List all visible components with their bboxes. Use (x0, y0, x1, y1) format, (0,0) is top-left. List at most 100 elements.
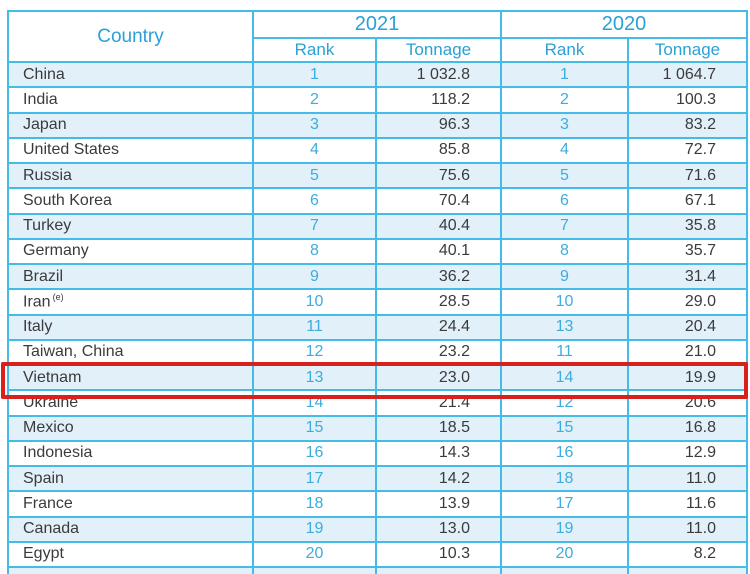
table-row: Egypt 20 10.3 20 8.2 (7, 540, 748, 569)
tonnage-2020-cell: 20.4 (627, 313, 748, 341)
header-sub-row: Rank Tonnage Rank Tonnage (8, 37, 748, 63)
country-cell: Iran (e) (7, 288, 254, 316)
table-row: Spain 17 14.2 18 11.0 (7, 464, 748, 493)
table-row: Iran (e) 10 28.5 10 29.0 (7, 288, 748, 316)
rank-2020-cell: 3 (500, 111, 629, 139)
rank-2021-cell: 11 (252, 313, 377, 341)
table-row: Russia 5 75.6 5 71.6 (7, 161, 748, 190)
country-cell: South Korea (7, 187, 254, 215)
rank-2021-cell: 8 (252, 237, 377, 266)
country-name: Egypt (23, 545, 64, 563)
tonnage-2021-cell: 23.0 (375, 363, 502, 392)
country-cell: Taiwan, China (7, 338, 254, 367)
country-cell: Germany (7, 237, 254, 266)
tonnage-2020-cell: 11.0 (627, 464, 748, 493)
tonnage-2021-cell: 40.4 (375, 212, 502, 240)
rank-2020-cell: 13 (500, 313, 629, 341)
tonnage-2020-cell: 100.3 (627, 86, 748, 114)
tonnage-2021-cell: 10.3 (375, 540, 502, 569)
tonnage-2020-cell: 35.7 (627, 237, 748, 266)
rank-2021-cell: 4 (252, 136, 377, 165)
rank-2020-cell: 14 (500, 363, 629, 392)
tonnage-2021-cell: 75.6 (375, 161, 502, 190)
country-footnote-marker: (e) (52, 292, 64, 303)
table-row: Mexico 15 18.5 15 16.8 (7, 414, 748, 442)
tonnage-2020-cell: 11.0 (627, 515, 748, 543)
column-header-tonnage-2021: Tonnage (375, 37, 502, 63)
tonnage-2020-cell: 31.4 (627, 262, 748, 291)
rank-2021-cell: 12 (252, 338, 377, 367)
country-cell: Ukraine (7, 389, 254, 417)
rank-2020-cell: 7 (500, 212, 629, 240)
tonnage-2021-cell: 1 032.8 (375, 60, 502, 89)
rank-2021-cell: 16 (252, 439, 377, 468)
country-cell: Brazil (7, 262, 254, 291)
country-cell: Egypt (7, 540, 254, 569)
rank-2021-cell: 18 (252, 490, 377, 518)
country-cell: Spain (7, 464, 254, 493)
tonnage-2020-cell: 19.9 (627, 363, 748, 392)
rank-2020-cell: 6 (500, 187, 629, 215)
tonnage-2021-cell: 13.0 (375, 515, 502, 543)
table-row: Germany 8 40.1 8 35.7 (7, 237, 748, 266)
table-row: Japan 3 96.3 3 83.2 (7, 111, 748, 139)
tonnage-2020-cell: 71.6 (627, 161, 748, 190)
rank-2020-cell: 16 (500, 439, 629, 468)
rank-2021-cell: 14 (252, 389, 377, 417)
tonnage-2021-cell: 23.2 (375, 338, 502, 367)
rank-2021-cell: 2 (252, 86, 377, 114)
table-body: China 1 1 032.8 1 1 064.7 India 2 118.2 2 100.3 Ja… (7, 60, 748, 574)
country-cell: Italy (7, 313, 254, 341)
table-row: United States 4 85.8 4 72.7 (7, 136, 748, 165)
rank-2020-cell: 11 (500, 338, 629, 367)
tonnage-2020-cell: 67.1 (627, 187, 748, 215)
header-year-row: Country 2021 2020 (7, 10, 748, 63)
column-header-country: Country (7, 10, 254, 63)
rank-2020-cell: 1 (500, 60, 629, 89)
rank-2020-cell: 8 (500, 237, 629, 266)
table-row: Italy 11 24.4 13 20.4 (7, 313, 748, 341)
rank-2021-cell: 17 (252, 464, 377, 493)
rank-2021-cell: 20 (252, 540, 377, 569)
country-cell: United States (7, 136, 254, 165)
country-cell: China (7, 60, 254, 89)
table-row: Brazil 9 36.2 9 31.4 (7, 262, 748, 291)
rank-2020-cell: 5 (500, 161, 629, 190)
country-cell: Mexico (7, 414, 254, 442)
rank-2021-cell: 1 (252, 60, 377, 89)
empty-cell (627, 566, 748, 574)
rank-2020-cell: 12 (500, 389, 629, 417)
country-name: Ukraine (23, 393, 79, 411)
partial-clipped-row (7, 566, 748, 574)
column-header-tonnage-2020: Tonnage (627, 37, 748, 63)
column-header-year-2020: 2020 (500, 10, 748, 39)
empty-cell (375, 566, 502, 574)
column-header-rank-2021: Rank (252, 37, 377, 63)
rank-2020-cell: 18 (500, 464, 629, 493)
tonnage-2021-cell: 40.1 (375, 237, 502, 266)
table-row-highlighted: Vietnam 13 23.0 14 19.9 (7, 363, 748, 392)
tonnage-2021-cell: 28.5 (375, 288, 502, 316)
country-name: Italy (23, 318, 53, 336)
rank-2021-cell: 13 (252, 363, 377, 392)
tonnage-2021-cell: 21.4 (375, 389, 502, 417)
country-name: Japan (23, 116, 67, 134)
country-name: Germany (23, 242, 89, 260)
country-name: Vietnam (23, 368, 82, 386)
tonnage-2020-cell: 1 064.7 (627, 60, 748, 89)
rank-2020-cell: 20 (500, 540, 629, 569)
empty-cell (7, 566, 254, 574)
country-name: United States (23, 141, 120, 159)
rank-2020-cell: 2 (500, 86, 629, 114)
country-cell: Turkey (7, 212, 254, 240)
rank-2021-cell: 7 (252, 212, 377, 240)
empty-cell (252, 566, 377, 574)
tonnage-2020-cell: 21.0 (627, 338, 748, 367)
tonnage-2020-cell: 16.8 (627, 414, 748, 442)
table-row: India 2 118.2 2 100.3 (7, 86, 748, 114)
tonnage-2020-cell: 83.2 (627, 111, 748, 139)
country-name: Turkey (23, 217, 72, 235)
rank-2020-cell: 15 (500, 414, 629, 442)
country-name: Brazil (23, 267, 64, 285)
